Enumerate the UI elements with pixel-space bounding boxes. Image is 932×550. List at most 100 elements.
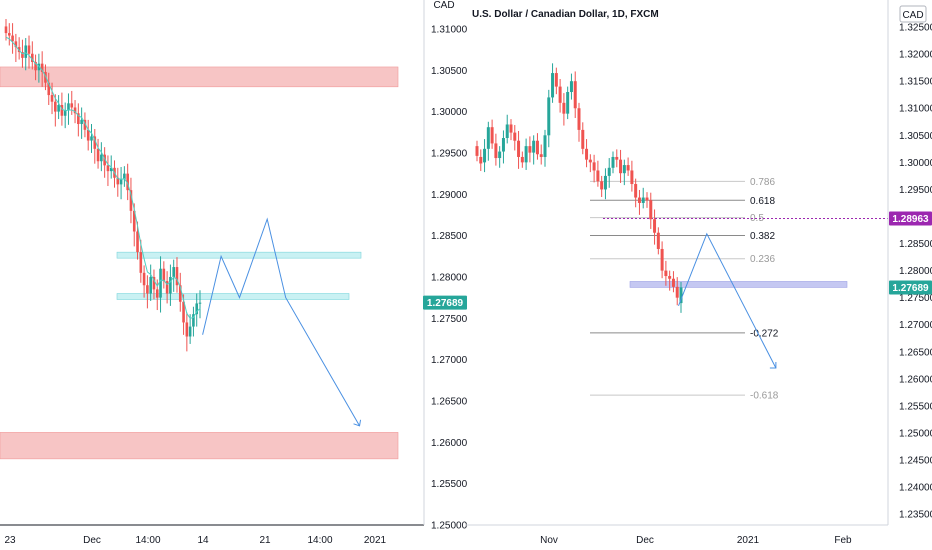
fib-level-label: -0.272: [750, 328, 779, 339]
right-y-tick-label: 1.26500: [899, 347, 932, 358]
right-chart-panel[interactable]: 0.786 0.618 0.5 0.382 0.236 -0.272 -0.618 U.S. …: [466, 0, 932, 546]
candle-body: [532, 140, 536, 153]
candle-body: [192, 314, 195, 327]
left-y-tick-label: 1.27500: [431, 314, 468, 325]
left-y-axis-title: CAD: [433, 0, 454, 11]
candle-body: [656, 232, 660, 249]
left-chart-panel[interactable]: 23 Dec 14:00 14 21 14:00 2021 CAD 1.31000 1.30500…: [0, 0, 468, 546]
price-tag-label: 1.27689: [892, 283, 929, 294]
candle-body: [517, 140, 521, 157]
candle-body: [80, 119, 83, 125]
candle-body: [132, 210, 136, 232]
candle-body: [162, 268, 166, 282]
candle-body: [551, 73, 555, 98]
projection-arrowhead: [353, 419, 362, 427]
candle-body: [630, 170, 634, 185]
candle-body: [603, 175, 607, 190]
candle-body: [581, 129, 585, 149]
candle-body: [645, 197, 649, 201]
candle-body: [4, 26, 8, 34]
candle-body: [558, 86, 562, 103]
candle-body: [165, 281, 169, 294]
candle-body: [498, 151, 502, 159]
right-y-tick-label: 1.23500: [899, 510, 932, 521]
right-y-tick-label: 1.27500: [899, 293, 932, 304]
candle-body: [11, 35, 14, 42]
left-y-tick-label: 1.26500: [431, 396, 468, 407]
candle-body: [198, 302, 202, 304]
candle-body: [126, 173, 129, 191]
last-price-tag: [423, 295, 467, 310]
candle-body: [129, 190, 133, 211]
candle-body: [188, 326, 192, 337]
fib-level-label: 0.382: [750, 231, 775, 242]
candle-body: [509, 124, 513, 133]
left-x-tick-label: 14: [197, 535, 209, 546]
left-y-tick-label: 1.28000: [431, 272, 468, 283]
right-y-tick-label: 1.28500: [899, 239, 932, 250]
candle-body: [615, 156, 619, 160]
candle-body: [139, 252, 143, 273]
candle-body: [60, 105, 64, 116]
candle-body: [675, 286, 679, 298]
candle-body: [83, 119, 87, 130]
candle-body: [7, 33, 11, 36]
fib-level-label: 0.236: [750, 254, 775, 265]
right-y-tick-label: 1.29500: [899, 185, 932, 196]
right-y-tick-label: 1.31500: [899, 77, 932, 88]
candle-body: [588, 159, 592, 163]
candle-body: [671, 278, 675, 287]
candle-body: [520, 156, 524, 163]
candle-body: [70, 103, 74, 108]
candle-body: [47, 82, 51, 96]
candle-body: [178, 285, 182, 302]
left-y-tick-label: 1.26000: [431, 438, 468, 449]
candle-body: [44, 71, 47, 83]
right-y-tick-label: 1.24000: [899, 483, 932, 494]
candle-body: [539, 154, 543, 157]
candle-body: [100, 154, 103, 162]
candle-body: [106, 165, 110, 172]
candle-body: [195, 303, 199, 315]
candle-body: [596, 170, 600, 182]
candle-body: [566, 92, 570, 114]
candle-body: [146, 285, 149, 294]
left-x-tick-label: 2021: [364, 535, 387, 546]
candle-body: [524, 146, 528, 163]
candle-body: [554, 73, 558, 87]
candle-body: [63, 109, 67, 116]
candle-body: [86, 129, 90, 141]
left-y-tick-label: 1.30500: [431, 66, 468, 77]
right-y-tick-label: 1.27000: [899, 320, 932, 331]
candle-body: [679, 287, 683, 304]
left-y-tick-label: 1.25500: [431, 479, 468, 490]
left-y-tick-label: 1.29000: [431, 190, 468, 201]
candle-body: [73, 107, 77, 114]
price-tag-label: 1.28963: [892, 214, 929, 225]
candle-body: [547, 97, 551, 136]
candle-body: [486, 127, 490, 149]
candle-body: [528, 146, 532, 153]
price-tag: [889, 280, 932, 295]
candle-body: [34, 62, 37, 71]
left-y-tick-label: 1.27000: [431, 355, 468, 366]
candle-body: [57, 105, 60, 112]
candle-body: [142, 272, 146, 286]
candle-body: [169, 276, 172, 294]
candle-body: [535, 140, 539, 155]
currency-badge-label: CAD: [902, 10, 923, 21]
candle-body: [40, 63, 44, 72]
candle-body: [562, 102, 566, 114]
candle-body: [136, 231, 139, 253]
candle-body: [31, 53, 34, 63]
right-x-tick-label: Nov: [540, 535, 558, 546]
right-y-tick-label: 1.25000: [899, 428, 932, 439]
right-y-tick-label: 1.28000: [899, 266, 932, 277]
candle-body: [14, 41, 18, 48]
right-x-tick-label: Dec: [636, 535, 654, 546]
right-y-tick-label: 1.25500: [899, 401, 932, 412]
candle-body: [27, 45, 31, 54]
currency-badge: [899, 5, 927, 23]
candle-body: [619, 159, 623, 174]
